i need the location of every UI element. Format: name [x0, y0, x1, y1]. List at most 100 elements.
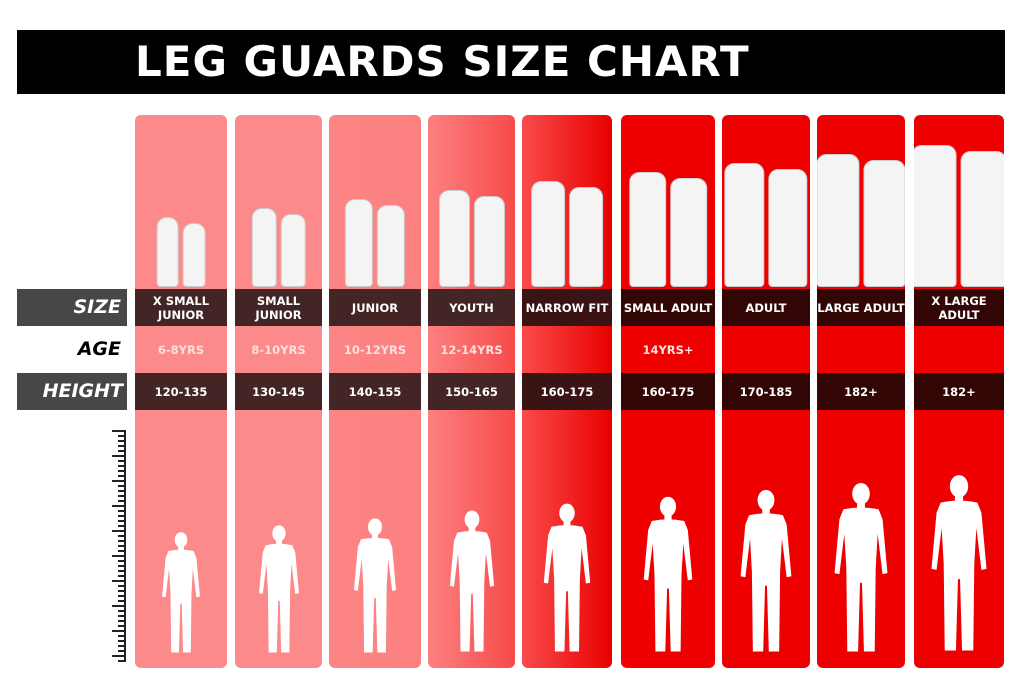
- ruler-tick: [118, 640, 124, 642]
- row-label-age: AGE: [77, 338, 121, 360]
- leg-guard-icon: [251, 208, 306, 287]
- height-value: 170-185: [722, 373, 810, 410]
- size-column: X SMALL JUNIOR 6-8YRS 120-135: [135, 115, 227, 668]
- height-value: 160-175: [522, 373, 612, 410]
- leg-guard-icon: [817, 154, 905, 287]
- human-silhouette-icon: [258, 525, 299, 653]
- height-value: 182+: [914, 373, 1004, 410]
- ruler-tick: [118, 500, 124, 502]
- age-value: 10-12YRS: [343, 342, 407, 357]
- ruler-tick: [118, 490, 124, 492]
- ruler-tick: [118, 495, 124, 497]
- size-value: SMALL ADULT: [621, 289, 715, 326]
- height-value: 160-175: [621, 373, 715, 410]
- ruler-tick: [118, 560, 124, 562]
- ruler-tick: [118, 595, 124, 597]
- leg-guard-icon: [156, 217, 206, 287]
- ruler-tick: [118, 535, 124, 537]
- age-value: 6-8YRS: [157, 342, 205, 357]
- size-column: NARROW FIT 160-175: [522, 115, 612, 668]
- ruler-tick: [118, 620, 124, 622]
- ruler-tick: [118, 460, 124, 462]
- ruler-tick: [112, 655, 124, 657]
- height-value: 130-145: [235, 373, 322, 410]
- height-label: HEIGHT: [42, 380, 123, 402]
- ruler-tick: [118, 635, 124, 637]
- human-silhouette-icon: [931, 475, 987, 651]
- ruler-tick: [118, 465, 124, 467]
- height-value: 140-155: [329, 373, 421, 410]
- ruler-tick: [118, 440, 124, 442]
- size-column: LARGE ADULT 182+: [817, 115, 905, 668]
- age-value: [914, 326, 1004, 373]
- human-silhouette-icon: [834, 482, 888, 652]
- human-silhouette-icon: [353, 517, 397, 653]
- ruler-tick: [112, 505, 124, 507]
- leg-guard-icon: [344, 199, 406, 287]
- ruler-tick: [118, 515, 124, 517]
- size-column: JUNIOR 10-12YRS 140-155: [329, 115, 421, 668]
- ruler-tick: [118, 660, 124, 662]
- age-value: [522, 326, 612, 373]
- size-value: X LARGE ADULT: [914, 289, 1004, 326]
- ruler-tick: [118, 475, 124, 477]
- ruler-tick: [118, 570, 124, 572]
- ruler-tick: [112, 630, 124, 632]
- ruler-tick: [118, 510, 124, 512]
- human-silhouette-icon: [740, 489, 792, 652]
- row-label-height: HEIGHT (CM): [17, 373, 127, 437]
- age-value: [722, 326, 810, 373]
- size-value: NARROW FIT: [522, 289, 612, 326]
- age-value: 14YRS+: [642, 342, 694, 357]
- ruler-tick: [118, 585, 124, 587]
- ruler-tick: [112, 455, 124, 457]
- size-column: YOUTH 12-14YRS 150-165: [428, 115, 515, 668]
- leg-guard-icon: [531, 181, 603, 287]
- ruler-tick: [118, 610, 124, 612]
- human-silhouette-icon: [543, 503, 591, 652]
- size-value: ADULT: [722, 289, 810, 326]
- ruler-tick: [118, 470, 124, 472]
- ruler-tick: [118, 625, 124, 627]
- size-value: LARGE ADULT: [817, 289, 905, 326]
- row-label-size: SIZE: [17, 289, 127, 326]
- ruler-tick: [112, 555, 124, 557]
- leg-guard-icon: [438, 190, 505, 287]
- ruler-tick: [118, 540, 124, 542]
- size-value: X SMALL JUNIOR: [135, 289, 227, 326]
- size-column: SMALL JUNIOR 8-10YRS 130-145: [235, 115, 322, 668]
- height-value: 182+: [817, 373, 905, 410]
- size-value: JUNIOR: [329, 289, 421, 326]
- leg-guard-icon: [629, 172, 707, 287]
- ruler-tick: [112, 605, 124, 607]
- size-value: SMALL JUNIOR: [235, 289, 322, 326]
- size-column: SMALL ADULT 14YRS+ 160-175: [621, 115, 715, 668]
- ruler-tick: [118, 435, 124, 437]
- age-value: 12-14YRS: [440, 342, 503, 357]
- ruler-tick: [118, 565, 124, 567]
- ruler-tick: [112, 580, 124, 582]
- leg-guard-icon: [914, 145, 1004, 287]
- size-column: X LARGE ADULT 182+: [914, 115, 1004, 668]
- ruler-tick: [118, 575, 124, 577]
- ruler-tick: [118, 525, 124, 527]
- ruler-tick: [118, 550, 124, 552]
- height-value: 120-135: [135, 373, 227, 410]
- height-unit: (CM): [93, 424, 123, 437]
- ruler-tick: [118, 600, 124, 602]
- ruler-tick: [112, 480, 124, 482]
- age-value: [817, 326, 905, 373]
- page-title: LEG GUARDS SIZE CHART: [17, 30, 1005, 94]
- ruler-tick: [118, 615, 124, 617]
- ruler-tick: [118, 590, 124, 592]
- height-value: 150-165: [428, 373, 515, 410]
- size-value: YOUTH: [428, 289, 515, 326]
- ruler-tick: [118, 485, 124, 487]
- ruler-tick: [118, 520, 124, 522]
- ruler-tick: [118, 450, 124, 452]
- ruler-tick: [118, 650, 124, 652]
- human-silhouette-icon: [449, 510, 494, 652]
- ruler-tick: [112, 430, 124, 432]
- ruler-tick: [118, 445, 124, 447]
- ruler-tick: [118, 545, 124, 547]
